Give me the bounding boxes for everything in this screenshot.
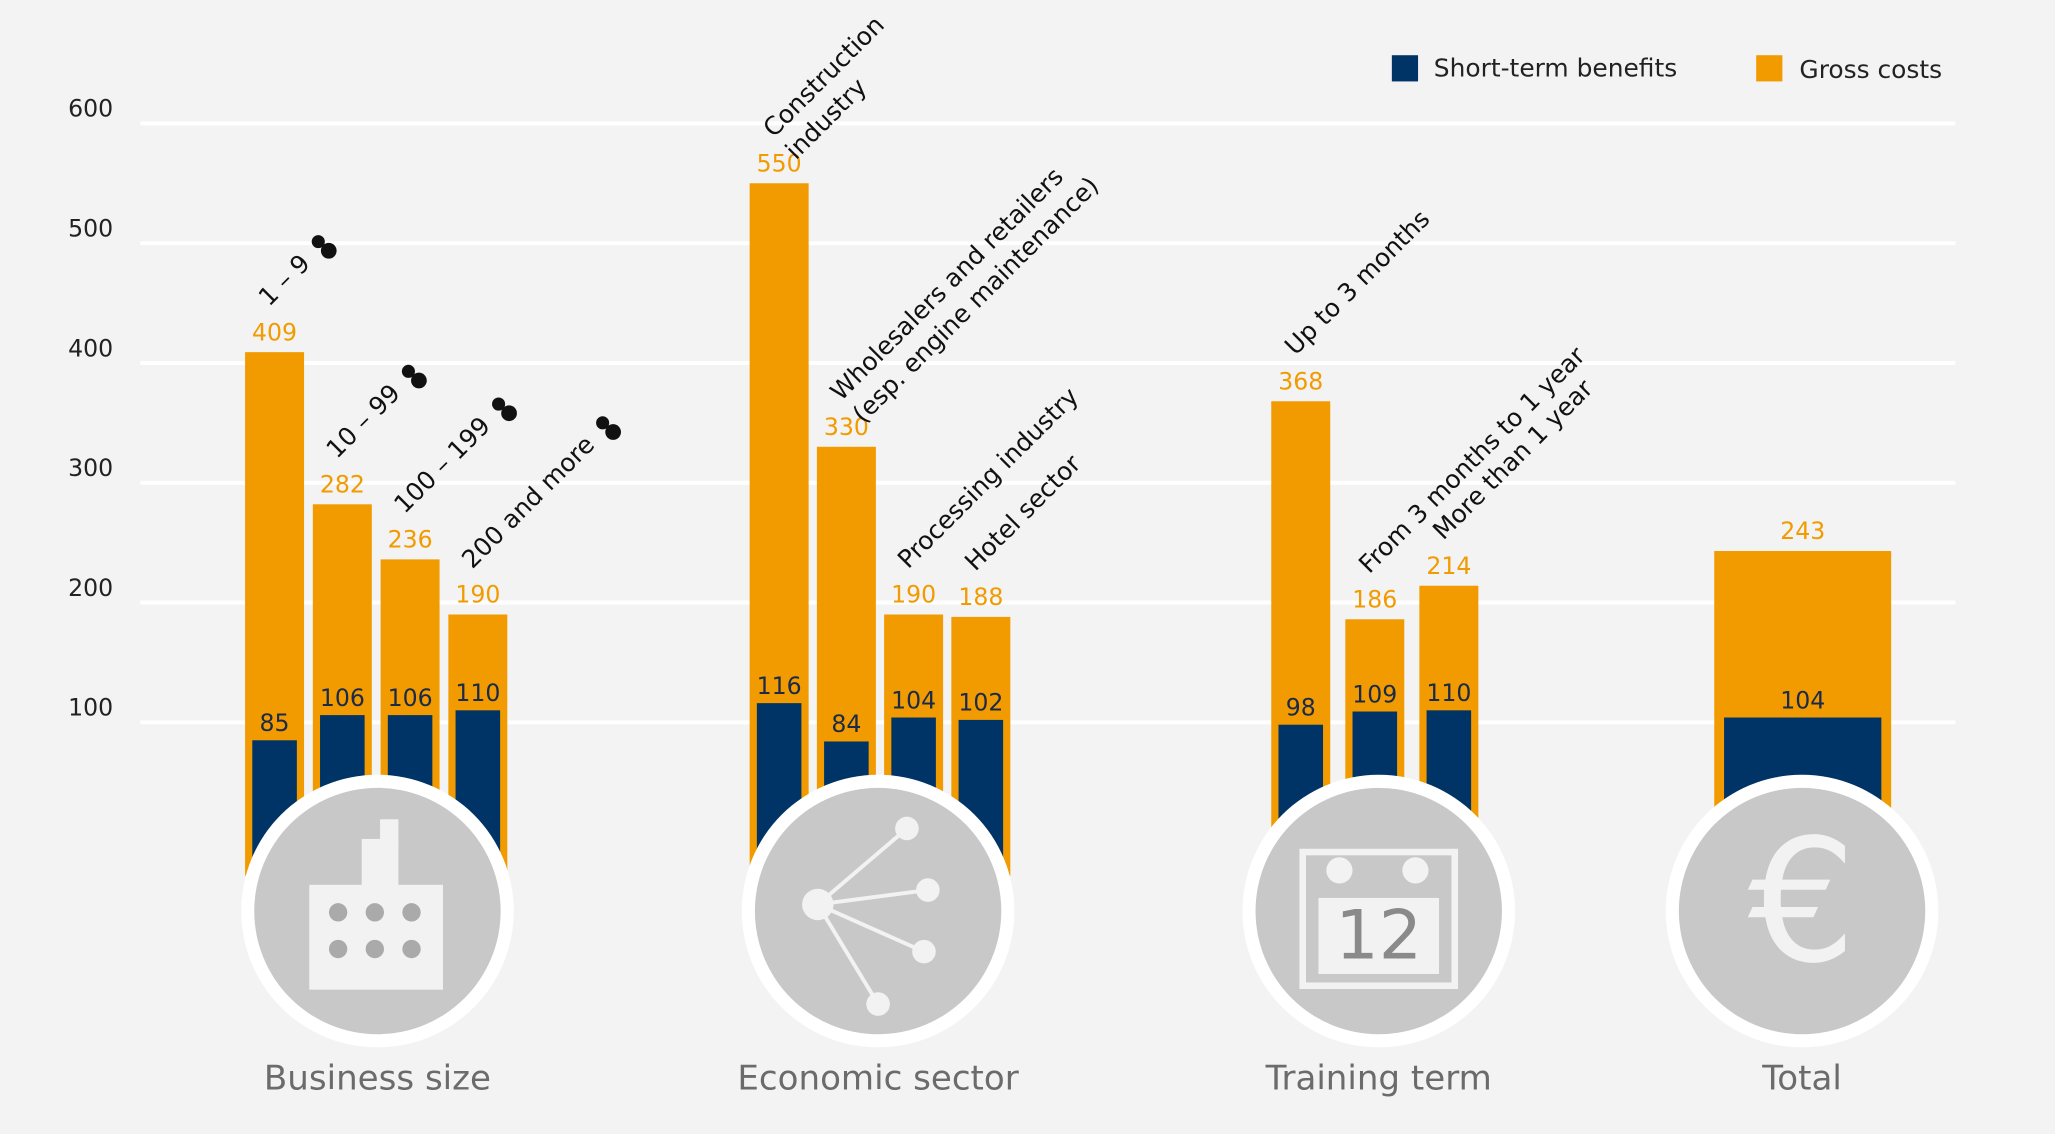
building-icon <box>402 939 421 959</box>
group-label: Economic sector <box>737 1059 1018 1099</box>
network-icon <box>912 939 936 964</box>
icon-disc <box>754 787 1002 1035</box>
legend-label: Short-term benefits <box>1434 54 1677 83</box>
value-label: 409 <box>252 318 297 346</box>
value-label: 243 <box>1780 517 1825 545</box>
person-icon <box>411 372 427 389</box>
value-label: 550 <box>757 149 802 177</box>
value-label: 190 <box>455 581 500 609</box>
network-icon <box>817 902 925 954</box>
person-icon <box>492 397 506 411</box>
icons: 12 € <box>241 235 1939 1048</box>
value-label: 104 <box>891 686 936 714</box>
value-label: 104 <box>1780 686 1825 714</box>
network-icon <box>816 826 909 906</box>
value-label: 84 <box>831 710 861 738</box>
network-icon <box>816 903 880 1006</box>
y-tick-label: 300 <box>68 454 113 482</box>
calendar-icon <box>1326 857 1353 884</box>
network-icon <box>895 816 919 841</box>
group-label: Total <box>1761 1059 1842 1099</box>
value-label: 190 <box>891 581 936 609</box>
value-label: 109 <box>1352 680 1397 708</box>
value-label: 282 <box>320 470 365 498</box>
value-label: 106 <box>388 684 433 712</box>
legend-label: Gross costs <box>1799 55 1942 84</box>
network-icon <box>866 992 890 1016</box>
building-icon <box>365 939 385 959</box>
person-icon <box>311 235 325 249</box>
building-icon <box>380 819 399 846</box>
value-label: 186 <box>1352 585 1397 613</box>
value-label: 110 <box>455 679 500 707</box>
value-label: 85 <box>260 709 290 737</box>
value-label: 116 <box>757 672 802 700</box>
value-label: 110 <box>1426 679 1471 707</box>
grid: 100 200 300 400 500 600 <box>68 95 1956 725</box>
value-label: 236 <box>388 526 433 554</box>
calendar-icon <box>1318 897 1440 974</box>
value-label: 214 <box>1426 552 1471 580</box>
euro-icon: € <box>1748 804 1856 1002</box>
person-icon <box>596 416 610 430</box>
group-label: Training term <box>1265 1059 1492 1099</box>
person-icon <box>605 424 621 440</box>
y-tick-label: 400 <box>68 334 113 362</box>
building-icon <box>328 939 348 959</box>
value-label: 106 <box>320 684 365 712</box>
building-icon <box>365 903 385 922</box>
group-label: Business size <box>264 1059 491 1099</box>
person-icon <box>320 242 337 259</box>
network-icon <box>817 888 929 907</box>
network-icon <box>802 888 834 921</box>
calendar-number: 12 <box>1335 896 1422 975</box>
value-label: 98 <box>1286 693 1316 721</box>
person-icon <box>401 364 415 378</box>
calendar-icon <box>1402 857 1429 884</box>
legend-swatch <box>1756 55 1783 82</box>
legend-swatch <box>1391 55 1419 82</box>
building-icon <box>309 884 443 990</box>
y-tick-label: 100 <box>68 694 113 722</box>
value-label: 330 <box>824 413 869 441</box>
value-label: 368 <box>1278 367 1323 395</box>
building-icon <box>328 903 348 922</box>
network-icon <box>916 878 940 902</box>
value-label: 102 <box>958 689 1003 717</box>
person-icon <box>501 405 517 422</box>
icon-disc <box>1678 787 1926 1035</box>
value-label: 188 <box>958 583 1003 611</box>
y-tick-label: 500 <box>68 215 113 243</box>
y-tick-label: 600 <box>68 95 113 123</box>
y-tick-label: 200 <box>68 574 113 602</box>
legend: Short-term benefits Gross costs <box>1391 54 1942 84</box>
building-icon <box>402 903 421 922</box>
calendar-icon <box>1299 848 1459 990</box>
